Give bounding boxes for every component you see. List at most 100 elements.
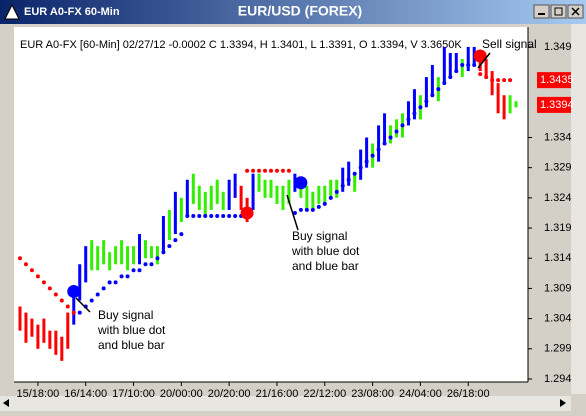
price-bar bbox=[239, 185, 243, 210]
stop-dot bbox=[418, 105, 423, 110]
stop-dot bbox=[406, 117, 411, 122]
stop-dot bbox=[478, 72, 483, 77]
annotation: with blue dot bbox=[291, 244, 360, 258]
price-bar bbox=[114, 246, 118, 265]
stop-dot bbox=[143, 262, 148, 267]
price-bar bbox=[108, 252, 112, 271]
stop-dot bbox=[179, 232, 184, 237]
stop-dot bbox=[322, 201, 327, 206]
maximize[interactable] bbox=[550, 4, 567, 19]
price-bar bbox=[365, 137, 369, 168]
price-bar bbox=[412, 89, 416, 120]
v-scrollbar[interactable] bbox=[571, 24, 586, 394]
price-bar bbox=[359, 149, 363, 180]
x-tick-label: 20/20:00 bbox=[208, 388, 251, 400]
price-bar bbox=[78, 264, 82, 301]
x-tick-label: 16/14:00 bbox=[64, 388, 107, 400]
h-scrollbar[interactable] bbox=[0, 396, 571, 411]
price-bar bbox=[335, 179, 339, 198]
stop-dot bbox=[35, 274, 40, 279]
price-bar bbox=[341, 167, 345, 192]
price-bar bbox=[36, 324, 40, 349]
price-bar bbox=[490, 71, 494, 96]
y-tick-label: 1.334 bbox=[544, 131, 572, 143]
stop-dot bbox=[155, 256, 160, 261]
stop-dot bbox=[23, 262, 28, 267]
stop-dot bbox=[167, 244, 172, 249]
price-bar bbox=[508, 95, 512, 114]
stop-dot bbox=[394, 129, 399, 134]
price-bar bbox=[120, 240, 124, 265]
signal-dot bbox=[294, 176, 308, 190]
stop-dot bbox=[161, 250, 166, 255]
price-bar bbox=[233, 173, 237, 198]
stop-dot bbox=[137, 268, 142, 273]
price-bar bbox=[132, 246, 136, 265]
price-bar bbox=[430, 65, 434, 96]
signal-dot bbox=[240, 206, 254, 220]
stop-dot bbox=[47, 286, 52, 291]
minimize[interactable] bbox=[533, 4, 550, 19]
stop-dot bbox=[101, 286, 106, 291]
stop-dot bbox=[125, 274, 130, 279]
stop-dot bbox=[460, 63, 465, 68]
price-bar bbox=[424, 77, 428, 108]
price-bar bbox=[281, 185, 285, 210]
price-bar bbox=[466, 46, 470, 72]
price-bar bbox=[502, 95, 506, 120]
stop-dot bbox=[215, 213, 220, 218]
price-bar bbox=[30, 318, 34, 337]
stop-dot bbox=[430, 93, 435, 98]
price-bar bbox=[143, 240, 147, 259]
price-bar bbox=[60, 336, 64, 361]
stop-dot bbox=[173, 238, 178, 243]
price-bar bbox=[215, 179, 219, 204]
price-bar bbox=[203, 191, 207, 216]
stop-dot bbox=[251, 168, 256, 173]
price-bar bbox=[383, 113, 387, 144]
price-bar bbox=[395, 119, 399, 138]
signal-dot bbox=[67, 284, 81, 298]
stop-dot bbox=[490, 78, 495, 83]
price-bar bbox=[454, 52, 458, 72]
stop-dot bbox=[364, 159, 369, 164]
price-bar bbox=[197, 185, 201, 210]
price-label-box bbox=[537, 96, 571, 113]
price-bar bbox=[496, 83, 500, 114]
window-buttons[interactable] bbox=[533, 4, 584, 19]
stop-dot bbox=[221, 213, 226, 218]
app-icon bbox=[4, 3, 20, 20]
y-tick-label: 1.329 bbox=[544, 162, 572, 174]
price-bar bbox=[138, 234, 142, 265]
x-tick-label: 21/16:00 bbox=[256, 388, 299, 400]
stop-dot bbox=[65, 304, 70, 309]
price-label: 1.3435 bbox=[540, 74, 574, 86]
stop-dot bbox=[89, 298, 94, 303]
stop-dot bbox=[442, 81, 447, 86]
stop-dot bbox=[197, 213, 202, 218]
price-label-box bbox=[537, 72, 571, 89]
stop-dot bbox=[328, 195, 333, 200]
y-tick-label: 1.314 bbox=[544, 252, 572, 264]
price-bar bbox=[353, 173, 357, 192]
stop-dot bbox=[17, 256, 22, 261]
stop-dot bbox=[233, 213, 238, 218]
price-bar bbox=[191, 173, 195, 204]
annotation-arrow bbox=[477, 52, 491, 69]
stop-dot bbox=[209, 213, 214, 218]
stop-dot bbox=[280, 168, 285, 173]
price-bar bbox=[102, 240, 106, 265]
stop-dot bbox=[292, 210, 297, 215]
stop-dot bbox=[263, 168, 268, 173]
stop-dot bbox=[352, 171, 357, 176]
x-tick-label: 15/18:00 bbox=[16, 388, 59, 400]
stop-dot bbox=[77, 310, 82, 315]
price-bar bbox=[72, 288, 76, 325]
stop-dot bbox=[304, 207, 309, 212]
price-bar bbox=[406, 101, 410, 126]
price-bar bbox=[460, 58, 464, 78]
price-bar bbox=[167, 209, 171, 241]
stop-dot bbox=[358, 165, 363, 170]
stop-dot bbox=[131, 268, 136, 273]
annotation: Buy signal bbox=[98, 308, 153, 322]
